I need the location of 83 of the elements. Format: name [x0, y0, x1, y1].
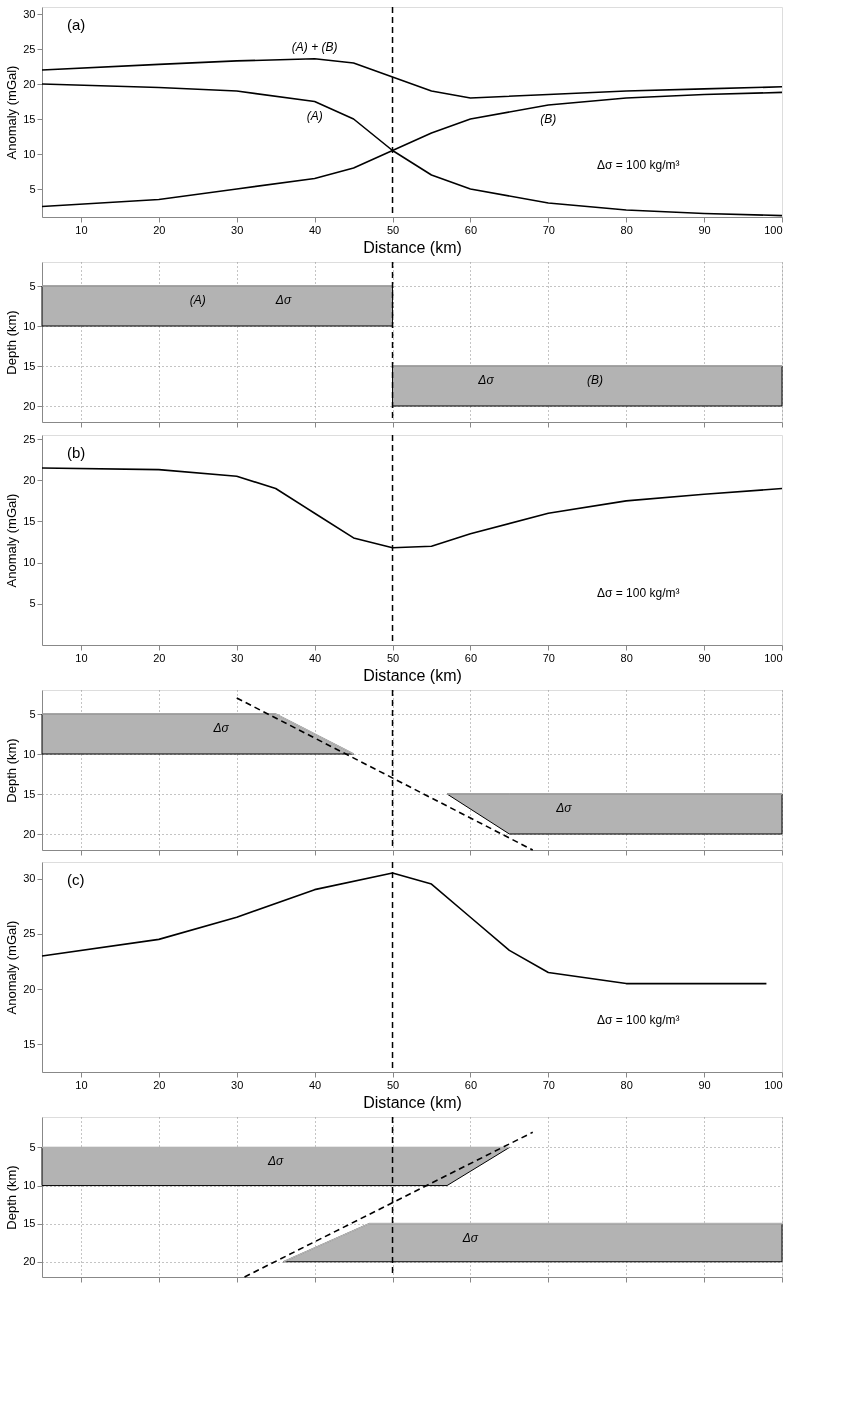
x-tick-label: 60	[464, 223, 478, 236]
annotation: (c)	[67, 871, 85, 888]
x-tick-label: 60	[464, 651, 478, 664]
y-tick-label: 20	[23, 473, 36, 486]
y-axis-title: Depth (km)	[4, 738, 20, 803]
y-tick-label: 5	[29, 279, 36, 292]
y-tick-label: 20	[23, 982, 36, 995]
annotation: Δσ = 100 kg/m³	[597, 157, 680, 172]
y-axis-title: Anomaly (mGal)	[4, 920, 20, 1015]
y-axis-title: Depth (km)	[4, 310, 20, 375]
annotation: (A)	[189, 293, 206, 307]
annotation: Δσ	[477, 373, 495, 387]
x-tick-label: 30	[231, 651, 244, 664]
x-axis-title: Distance (km)	[363, 666, 462, 684]
x-tick-label: 30	[231, 1078, 244, 1091]
x-tick-label: 70	[542, 223, 555, 236]
y-tick-label: 15	[23, 112, 36, 125]
y-tick-label: 15	[23, 787, 36, 800]
x-tick-label: 80	[620, 651, 633, 664]
y-tick-label: 15	[23, 359, 36, 372]
x-tick-label: 10	[75, 651, 88, 664]
y-tick-label: 30	[23, 7, 36, 20]
x-axis-title: Distance (km)	[363, 1093, 462, 1111]
y-tick-label: 10	[23, 147, 36, 160]
x-tick-label: 10	[75, 223, 88, 236]
y-tick-label: 20	[23, 399, 36, 412]
x-tick-label: 90	[698, 651, 711, 664]
x-tick-label: 60	[464, 1078, 478, 1091]
y-tick-label: 25	[23, 927, 36, 940]
x-tick-label: 40	[309, 651, 322, 664]
y-tick-label: 5	[29, 707, 36, 720]
y-tick-label: 30	[23, 872, 36, 885]
x-tick-label: 40	[309, 223, 322, 236]
x-tick-label: 90	[698, 223, 711, 236]
x-tick-label: 50	[386, 1078, 400, 1091]
x-tick-label: 80	[620, 223, 633, 236]
annotation: (a)	[67, 16, 86, 33]
y-tick-label: 20	[23, 77, 36, 90]
annotation: (B)	[587, 373, 604, 387]
y-tick-label: 10	[23, 319, 36, 332]
y-tick-label: 10	[23, 747, 36, 760]
y-tick-label: 20	[23, 1255, 36, 1268]
y-tick-label: 15	[23, 1037, 36, 1050]
annotation: (A)	[306, 108, 323, 123]
x-tick-label: 70	[542, 651, 555, 664]
y-tick-label: 5	[29, 1140, 36, 1153]
y-tick-label: 10	[23, 1179, 36, 1192]
annotation: Δσ	[212, 721, 230, 735]
x-tick-label: 100	[764, 1078, 783, 1091]
x-tick-label: 20	[153, 651, 166, 664]
x-tick-label: 100	[764, 223, 783, 236]
x-tick-label: 80	[620, 1078, 633, 1091]
annotation: Δσ	[274, 293, 292, 307]
x-tick-label: 50	[386, 223, 400, 236]
y-tick-label: 20	[23, 827, 36, 840]
annotation: (B)	[540, 112, 557, 126]
y-tick-label: 5	[29, 182, 36, 195]
x-tick-label: 70	[542, 1078, 555, 1091]
x-tick-label: 30	[231, 223, 244, 236]
x-axis-title: Distance (km)	[363, 238, 462, 256]
annotation: Δσ	[267, 1154, 285, 1169]
y-axis-title: Anomaly (mGal)	[4, 493, 20, 588]
annotation: (A) + (B)	[291, 39, 338, 54]
x-tick-label: 50	[386, 651, 400, 664]
annotation: Δσ = 100 kg/m³	[597, 585, 680, 600]
y-tick-label: 25	[23, 42, 36, 55]
y-tick-label: 15	[23, 514, 36, 527]
annotation: Δσ = 100 kg/m³	[597, 1012, 680, 1027]
y-axis-title: Depth (km)	[4, 1165, 20, 1230]
annotation: Δσ	[461, 1230, 479, 1245]
annotation: (b)	[67, 444, 86, 461]
x-tick-label: 20	[153, 1078, 166, 1091]
x-tick-label: 90	[698, 1078, 711, 1091]
y-tick-label: 10	[23, 556, 36, 569]
y-tick-label: 25	[23, 432, 36, 445]
y-axis-title: Anomaly (mGal)	[4, 65, 20, 160]
x-tick-label: 20	[153, 223, 166, 236]
x-tick-label: 10	[75, 1078, 88, 1091]
y-tick-label: 5	[29, 597, 36, 610]
annotation: Δσ	[555, 801, 573, 815]
y-tick-label: 15	[23, 1217, 36, 1230]
x-tick-label: 40	[309, 1078, 322, 1091]
x-tick-label: 100	[764, 651, 783, 664]
